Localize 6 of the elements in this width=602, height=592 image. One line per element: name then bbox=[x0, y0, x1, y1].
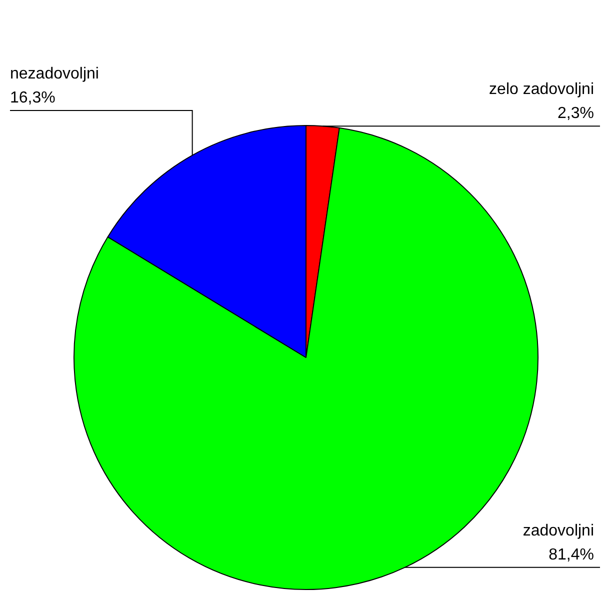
slice-label: zelo zadovoljni bbox=[489, 81, 594, 98]
data-label: 2,3% bbox=[558, 105, 594, 122]
slice-label: zadovoljni bbox=[522, 522, 594, 540]
slice-label: nezadovoljni bbox=[10, 66, 99, 82]
data-label: 16,3% bbox=[10, 90, 56, 106]
data-label: 81,4% bbox=[548, 546, 594, 564]
